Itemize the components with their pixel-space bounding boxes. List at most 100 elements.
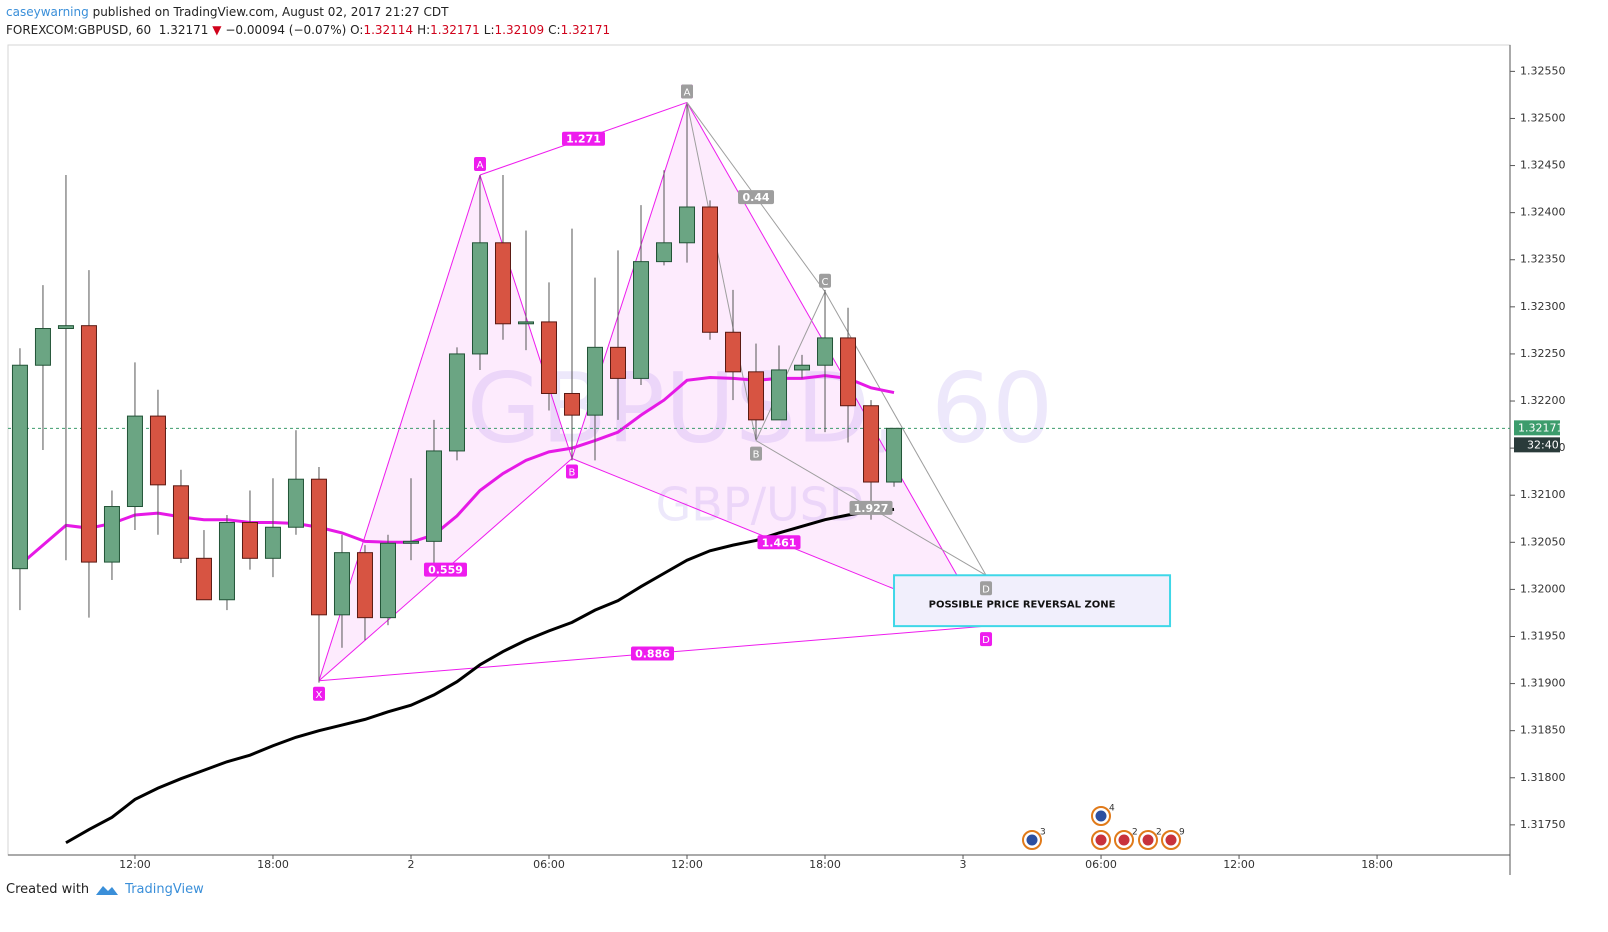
- candle-body: [702, 206, 719, 333]
- candle-body: [425, 450, 442, 542]
- ohlc: O:1.32114 H:1.32171 L:1.32109 C:1.32171: [350, 23, 614, 37]
- ohlc-key: C:: [548, 23, 561, 37]
- quote-line: FOREXCOM:GBPUSD, 60 1.32171 ▼ −0.00094 (…: [6, 21, 614, 39]
- y-tick-label: 1.32350: [1520, 253, 1566, 266]
- candle-body: [725, 331, 742, 373]
- ohlc-key: O:: [350, 23, 364, 37]
- y-tick-label: 1.32100: [1520, 488, 1566, 501]
- candle-body: [172, 485, 189, 559]
- ratio-box: [849, 500, 893, 515]
- axes: 1.31750 1.31800 1.31850 1.31900 1.31950 1.320…: [119, 64, 1565, 871]
- last-price: 1.32171: [158, 23, 209, 37]
- y-tick-label: 1.31950: [1520, 629, 1566, 642]
- arrow: ▼: [212, 23, 222, 37]
- y-tick-label: 1.32550: [1520, 64, 1566, 77]
- event-count: 2: [1132, 828, 1138, 838]
- candle-body: [126, 415, 143, 508]
- pattern-point: [312, 686, 325, 701]
- countdown-label: 32:40: [1527, 438, 1559, 451]
- candle-body: [287, 478, 304, 528]
- candle-body: [517, 321, 534, 325]
- candle-body: [34, 328, 51, 366]
- published: published on TradingView.com, August 02,…: [92, 5, 449, 19]
- last-price-label: 1.32171: [1518, 421, 1564, 434]
- event-count: 4: [1109, 804, 1115, 814]
- author[interactable]: caseywarning: [6, 5, 89, 19]
- event-flag: [1095, 810, 1107, 822]
- candle-body: [218, 522, 235, 601]
- candle-body: [80, 325, 97, 563]
- y-tick-label: 1.31750: [1520, 818, 1566, 831]
- candle-body: [356, 552, 373, 619]
- event-count: 2: [1156, 828, 1162, 838]
- y-tick-label: 1.31800: [1520, 771, 1566, 784]
- reversal-zone: [893, 574, 1172, 628]
- candle-body: [195, 557, 212, 601]
- pattern-point: [750, 446, 763, 461]
- pattern-point-label: D: [982, 635, 990, 646]
- pattern-point: [819, 273, 832, 288]
- ratio-label: 0.886: [635, 647, 670, 660]
- pattern-point: [473, 156, 486, 171]
- event-flag: [1118, 834, 1130, 846]
- ratio-box: [757, 535, 801, 550]
- candle-body: [11, 364, 28, 570]
- ratio-label: 1.271: [566, 133, 601, 146]
- candle-body: [379, 542, 396, 619]
- candle-body: [794, 364, 811, 371]
- pattern-point-label: A: [477, 160, 484, 171]
- y-tick-label: 1.32300: [1520, 300, 1566, 313]
- ohlc-key: L:: [483, 23, 495, 37]
- candle-body: [57, 325, 74, 329]
- logo: [96, 885, 119, 895]
- pattern-point-label: B: [569, 467, 576, 478]
- candle-body: [471, 242, 488, 355]
- x-tick-label: 18:00: [257, 858, 289, 871]
- candle-body: [448, 353, 465, 452]
- pattern-point-label: A: [684, 87, 691, 98]
- candle-body: [817, 337, 834, 366]
- ohlc-value: 1.32109: [494, 23, 545, 37]
- pattern-point: [565, 464, 578, 479]
- x-tick-label: 3: [960, 858, 967, 871]
- pattern-point: [980, 632, 993, 647]
- candle-body: [149, 415, 166, 486]
- candle-body: [402, 540, 419, 544]
- y-tick-label: 1.32050: [1520, 535, 1566, 548]
- x-tick-label: 12:00: [671, 858, 703, 871]
- candle-body: [310, 478, 327, 616]
- candle-body: [656, 242, 673, 263]
- candle-body: [679, 206, 696, 244]
- x-tick-label: 06:00: [1085, 858, 1117, 871]
- countdown-tag: [1514, 437, 1560, 453]
- ohlc-value: 1.32171: [560, 23, 611, 37]
- ratio-box: [631, 646, 675, 661]
- y-tick-label: 1.32200: [1520, 394, 1566, 407]
- watermark-sub: GBP/USD: [656, 478, 865, 532]
- candle-body: [563, 392, 580, 416]
- moving-average: [65, 507, 895, 845]
- pattern-line: [755, 291, 826, 441]
- pattern-point: [681, 84, 694, 99]
- pattern-point: [980, 581, 993, 596]
- created-with: Created with: [6, 882, 90, 897]
- pattern-point-label: D: [982, 584, 990, 595]
- x-tick-label: 18:00: [809, 858, 841, 871]
- pattern-point-label: C: [822, 277, 829, 288]
- event-count: 9: [1179, 828, 1185, 838]
- ohlc-key: H:: [417, 23, 431, 37]
- plot-layer: POSSIBLE PRICE REVERSAL ZONE 1.271 0.559 1.…: [8, 84, 1510, 845]
- ratio-box: [423, 562, 467, 577]
- symbol: FOREXCOM:GBPUSD, 60: [6, 23, 152, 37]
- publish-line: caseywarning published on TradingView.co…: [6, 3, 614, 21]
- event-flag: [1142, 834, 1154, 846]
- candle-body: [540, 321, 557, 394]
- pattern-point-label: B: [753, 450, 760, 461]
- candle-body: [863, 405, 880, 483]
- zone-label: POSSIBLE PRICE REVERSAL ZONE: [929, 600, 1116, 611]
- ratio-label: 1.461: [762, 536, 797, 549]
- brand[interactable]: TradingView: [125, 882, 204, 897]
- y-tick-label: 1.32250: [1520, 347, 1566, 360]
